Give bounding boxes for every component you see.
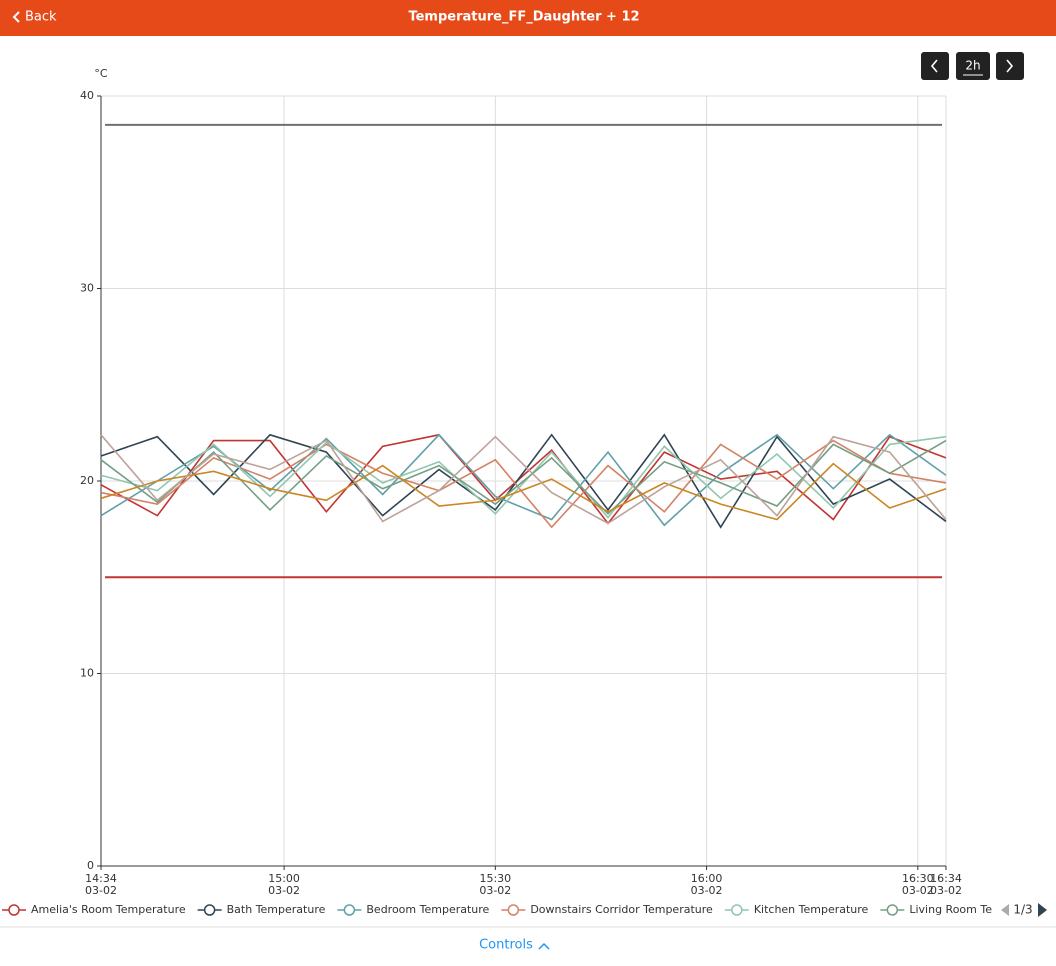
legend: Amelia's Room Temperature Bath Temperatur… bbox=[2, 903, 1016, 916]
x-tick-label: 15:30 bbox=[479, 872, 511, 885]
x-tick-label: 14:34 bbox=[85, 872, 117, 885]
legend-icon bbox=[886, 904, 899, 916]
series-line bbox=[100, 439, 947, 529]
next-icon bbox=[1006, 59, 1014, 73]
controls-icon bbox=[538, 942, 550, 950]
y-tick-label: 10 bbox=[80, 667, 94, 680]
legend-icon bbox=[731, 904, 743, 916]
y-tick-label: 40 bbox=[80, 89, 94, 102]
page-title: Temperature_FF_Daughter + 12 bbox=[408, 10, 639, 25]
legend-icon bbox=[203, 904, 216, 916]
legend-icon bbox=[507, 904, 520, 916]
legend-prev[interactable] bbox=[1001, 904, 1009, 916]
y-tick-label: 0 bbox=[87, 859, 94, 872]
x-tick-label: 15:00 bbox=[268, 872, 300, 885]
legend-next[interactable] bbox=[1038, 903, 1047, 917]
x-tick-date: 03-02 bbox=[930, 884, 962, 897]
legend-label[interactable]: Living Room Tempe bbox=[909, 903, 1016, 916]
x-tick-label: 16:00 bbox=[691, 872, 723, 885]
series-line bbox=[100, 433, 947, 525]
legend-label[interactable]: Amelia's Room Temperature bbox=[31, 903, 186, 916]
y-axis-title: °C bbox=[94, 67, 108, 80]
x-tick-date: 03-02 bbox=[85, 884, 117, 897]
controls-toggle[interactable]: Controls bbox=[479, 938, 533, 953]
header-bar bbox=[0, 0, 1056, 36]
range-label: 2h bbox=[965, 59, 980, 73]
legend-icon bbox=[343, 904, 356, 916]
legend-label[interactable]: Bath Temperature bbox=[227, 903, 326, 916]
x-tick-date: 03-02 bbox=[479, 884, 511, 897]
y-tick-label: 30 bbox=[80, 282, 94, 295]
x-tick-date: 03-02 bbox=[902, 884, 934, 897]
controls-bar[interactable] bbox=[0, 928, 1056, 964]
x-tick-date: 03-02 bbox=[268, 884, 300, 897]
x-tick-label: 16:34 bbox=[930, 872, 962, 885]
prev-icon bbox=[930, 59, 938, 73]
series-line bbox=[100, 435, 947, 519]
series-line bbox=[100, 462, 947, 521]
back-icon[interactable] bbox=[12, 11, 20, 23]
legend-pager: 1/3 bbox=[1013, 903, 1032, 917]
x-tick-label: 16:30 bbox=[902, 872, 934, 885]
y-tick-label: 20 bbox=[80, 474, 94, 487]
back-button[interactable]: Back bbox=[25, 10, 57, 25]
plot: 010203040°C14:3403-0215:0003-0215:3003-0… bbox=[80, 67, 962, 897]
range-button[interactable] bbox=[956, 52, 990, 80]
legend-label[interactable]: Bedroom Temperature bbox=[366, 903, 489, 916]
x-tick-date: 03-02 bbox=[691, 884, 723, 897]
prev-button[interactable] bbox=[921, 52, 949, 80]
legend-label[interactable]: Downstairs Corridor Temperature bbox=[530, 903, 713, 916]
legend-label[interactable]: Kitchen Temperature bbox=[754, 903, 869, 916]
series-line bbox=[100, 434, 947, 525]
next-button[interactable] bbox=[996, 52, 1024, 80]
series-line bbox=[100, 433, 947, 529]
legend-icon bbox=[8, 904, 20, 916]
